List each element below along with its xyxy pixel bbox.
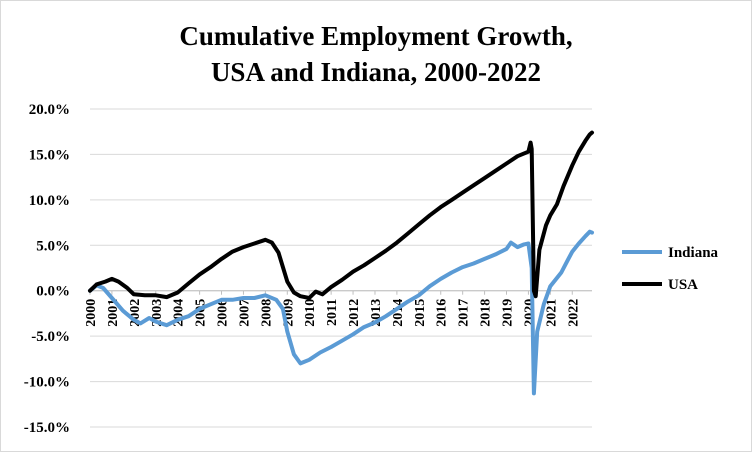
y-tick-label: -5.0% [31,329,70,345]
series-lines [88,130,594,396]
x-tick-label: 2015 [413,299,428,327]
y-tick-label: 0.0% [36,284,70,300]
x-tick-label: 2021 [544,299,559,327]
x-tick-label: 2010 [303,299,318,327]
series-line-indiana [88,229,594,396]
x-tick-label: 2006 [216,299,231,327]
x-tick-label: 2016 [435,299,450,327]
x-tick-label: 2019 [501,299,516,327]
x-tick-label: 2020 [522,299,537,327]
x-tick-label: 2008 [259,299,274,327]
x-tick-label: 2007 [237,299,252,327]
x-tick-label: 2012 [347,299,362,327]
y-tick-label: 15.0% [29,147,70,163]
x-tick-label: 2017 [457,299,472,327]
legend-label-indiana: Indiana [668,245,719,261]
legend-label-usa: USA [668,277,698,293]
series-line-usa [88,130,594,300]
y-tick-label: -15.0% [24,420,70,436]
x-tick-label: 2011 [325,299,340,326]
y-tick-label: 5.0% [36,238,70,254]
y-tick-label: 20.0% [29,102,70,118]
legend: Indiana USA [622,245,719,293]
y-axis-tick-labels: 20.0% 15.0% 10.0% 5.0% 0.0% -5.0% -10.0% -15.0% [24,102,70,436]
gridlines [89,108,592,428]
chart-title-line-2: USA and Indiana, 2000-2022 [210,57,542,87]
x-tick-label: 2022 [566,299,581,327]
chart-title-line-1: Cumulative Employment Growth, [179,21,573,51]
x-tick-label: 2000 [84,299,99,327]
y-tick-label: -10.0% [24,375,70,391]
chart-title: Cumulative Employment Growth, USA and In… [0,18,752,90]
y-tick-label: 10.0% [29,193,70,209]
x-tick-label: 2018 [479,299,494,327]
